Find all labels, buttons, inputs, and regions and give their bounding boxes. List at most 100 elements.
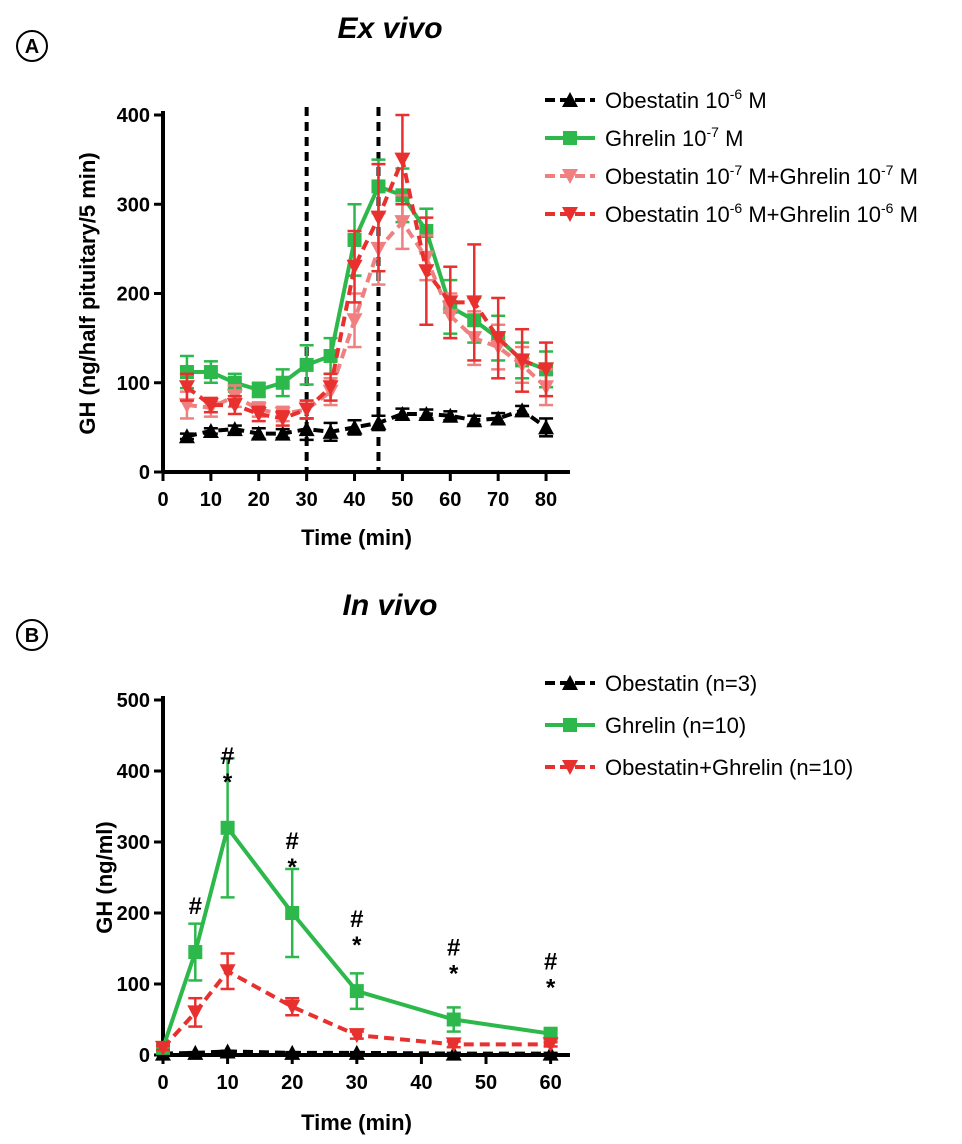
x-tick-label: 50 xyxy=(391,489,413,511)
panel-letter-circle xyxy=(16,619,48,651)
significance-mark: # xyxy=(189,893,202,920)
y-tick-label: 100 xyxy=(117,974,150,996)
data-point xyxy=(178,380,195,396)
y-axis-title: GH (ng/ml) xyxy=(92,821,117,933)
data-point xyxy=(187,1005,204,1021)
significance-mark: * xyxy=(449,961,459,988)
y-tick-label: 400 xyxy=(117,105,150,127)
legend-label-part: Ghrelin 10 xyxy=(605,126,707,151)
data-point xyxy=(226,398,243,414)
series-0 xyxy=(178,402,555,444)
legend-label: Obestatin 10-6 M+Ghrelin 10-6 M xyxy=(605,200,918,227)
y-tick-label: 300 xyxy=(117,194,150,216)
legend-label-part: Obestatin 10 xyxy=(605,164,730,189)
data-point xyxy=(226,421,243,437)
legend-swatch-marker xyxy=(562,92,578,107)
data-point xyxy=(442,407,459,423)
significance-mark: * xyxy=(223,769,233,796)
legend-label: Obestatin 10-7 M+Ghrelin 10-7 M xyxy=(605,162,918,189)
legend-swatch-marker xyxy=(563,718,577,732)
data-point xyxy=(274,425,291,441)
data-point xyxy=(219,964,236,980)
legend-item: Obestatin+Ghrelin (n=10) xyxy=(545,755,853,780)
legend-item: Obestatin (n=3) xyxy=(545,671,757,696)
data-point xyxy=(322,380,339,396)
legend-label-part: -7 xyxy=(730,162,743,178)
data-point xyxy=(250,425,267,441)
legend-swatch-marker xyxy=(562,675,578,690)
legend-label-part: M+Ghrelin 10 xyxy=(742,164,881,189)
data-point xyxy=(203,365,218,380)
data-point xyxy=(323,348,338,363)
legend-label: Ghrelin 10-7 M xyxy=(605,124,743,151)
chart-panel-a: A Ex vivo 0 100 200 300 400 0 10 20 30 40 50 60 70 80 Ti… xyxy=(16,12,918,550)
data-point xyxy=(514,353,531,369)
x-tick-label: 40 xyxy=(343,489,365,511)
data-point xyxy=(370,414,387,430)
significance-mark: * xyxy=(288,854,298,881)
y-tick-label: 500 xyxy=(117,690,150,712)
series-line xyxy=(186,408,548,439)
data-point xyxy=(285,906,300,920)
legend-label-part: M xyxy=(719,126,743,151)
data-point xyxy=(514,402,531,418)
data-point xyxy=(445,1045,462,1061)
data-point xyxy=(418,405,435,421)
chart-panel-b: B In vivo 0 100 200 300 400 500 0 10 20 30 40 50 60 Tim… xyxy=(16,589,853,1135)
legend-label-part: M xyxy=(893,164,917,189)
series-line xyxy=(185,157,547,421)
data-point xyxy=(543,1026,558,1041)
data-point xyxy=(250,406,267,422)
legend-item: Obestatin 10-6 M xyxy=(545,86,767,113)
significance-mark: # xyxy=(286,828,299,855)
data-point xyxy=(188,945,203,960)
significance-mark: # xyxy=(350,906,363,933)
data-point xyxy=(187,1044,204,1060)
legend-label-part: -7 xyxy=(707,124,720,140)
x-axis-title: Time (min) xyxy=(301,525,412,550)
data-point xyxy=(298,421,315,437)
legend-label: Obestatin (n=3) xyxy=(605,671,757,696)
data-point xyxy=(394,215,411,231)
x-tick-label: 0 xyxy=(157,1072,168,1094)
legend-swatch-marker xyxy=(562,760,578,775)
legend-item: Obestatin 10-6 M+Ghrelin 10-6 M xyxy=(545,200,918,227)
data-point xyxy=(179,365,194,380)
data-point xyxy=(542,1037,559,1053)
y-tick-label: 200 xyxy=(117,284,150,306)
data-point xyxy=(466,412,483,428)
legend-label-part: M xyxy=(742,88,766,113)
panel-letter: B xyxy=(25,625,39,647)
x-tick-label: 50 xyxy=(475,1072,497,1094)
significance-mark: # xyxy=(221,743,234,770)
significance-mark: * xyxy=(546,975,556,1002)
legend-label-part: Obestatin 10 xyxy=(605,202,730,227)
y-axis-title: GH (ng/half pituitary/5 min) xyxy=(75,152,100,434)
legend-swatch-marker xyxy=(562,207,578,222)
x-tick-label: 30 xyxy=(346,1072,368,1094)
data-point xyxy=(418,264,435,280)
data-point xyxy=(348,1028,365,1044)
data-point xyxy=(348,1044,365,1060)
x-tick-label: 10 xyxy=(216,1072,238,1094)
data-point xyxy=(538,362,555,378)
x-tick-label: 20 xyxy=(281,1072,303,1094)
data-point xyxy=(251,382,266,397)
data-point xyxy=(275,375,290,390)
x-tick-label: 40 xyxy=(410,1072,432,1094)
legend-item: Ghrelin 10-7 M xyxy=(545,124,743,151)
legend-label-part: -6 xyxy=(730,200,743,216)
data-point xyxy=(445,1037,462,1053)
y-tick-label: 100 xyxy=(117,373,150,395)
series-line xyxy=(186,184,547,392)
legend-label-part: Obestatin 10 xyxy=(605,88,730,113)
y-tick-label: 0 xyxy=(139,462,150,484)
legend-label: Obestatin 10-6 M xyxy=(605,86,767,113)
data-point xyxy=(298,402,315,418)
legend-label: Ghrelin (n=10) xyxy=(605,713,746,738)
series-line xyxy=(186,220,548,416)
legend-label-part: M xyxy=(893,202,917,227)
data-point xyxy=(346,313,363,329)
data-point xyxy=(346,259,363,275)
data-point xyxy=(178,428,195,444)
